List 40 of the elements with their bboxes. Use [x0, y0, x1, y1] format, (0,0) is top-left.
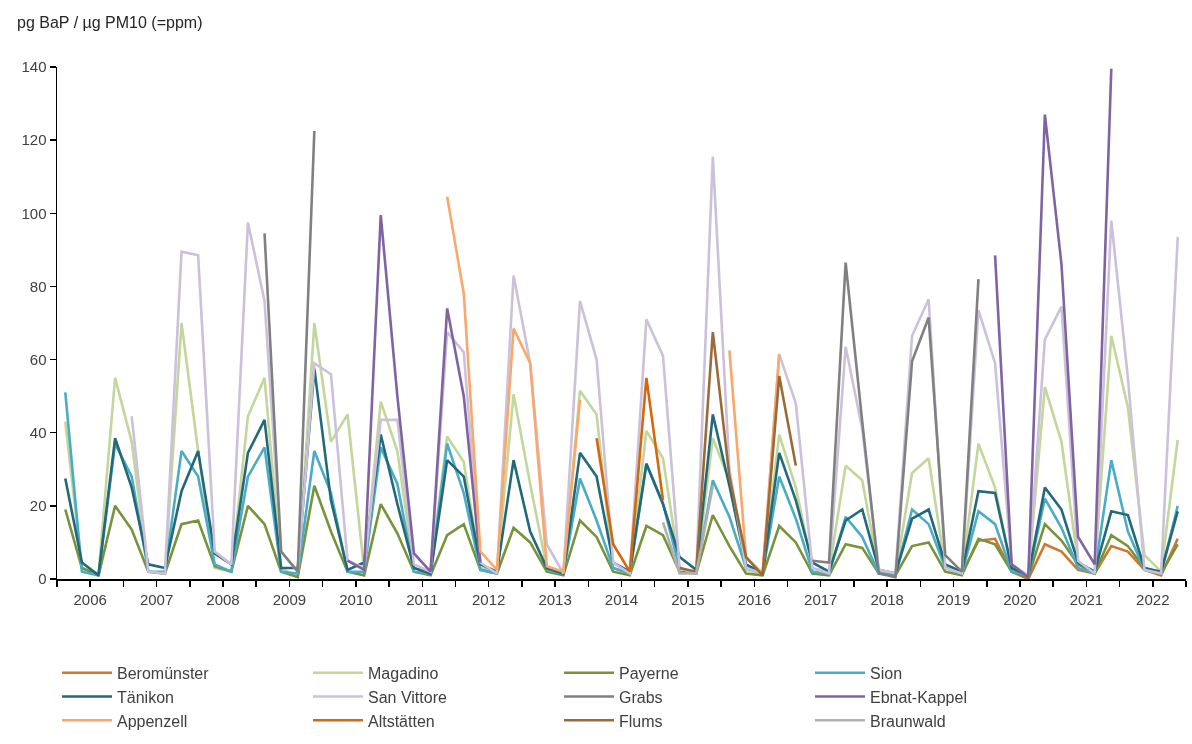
line-series [678, 330, 798, 577]
x-tick-label: 2010 [339, 590, 373, 608]
y-tick-label: 20 [29, 497, 47, 515]
legend-label: Flums [619, 712, 663, 730]
x-tick-label: 2017 [804, 590, 838, 608]
y-tick-label: 60 [29, 350, 47, 368]
x-tick-label: 2018 [870, 590, 904, 608]
x-tick-label: 2014 [604, 590, 639, 608]
y-axis-title: pg BaP / µg PM10 (=ppm) [17, 14, 203, 31]
y-tick-label: 80 [29, 277, 47, 295]
x-tick-label: 2016 [737, 590, 772, 608]
x-tick-label: 2019 [936, 590, 971, 608]
y-tick-label: 120 [21, 131, 47, 149]
legend-label: Sion [870, 664, 903, 682]
x-tick-label: 2012 [471, 590, 506, 608]
legend-label: Altstätten [368, 712, 435, 730]
x-tick-label: 2009 [272, 590, 307, 608]
y-tick-label: 100 [21, 204, 47, 222]
x-tick-label: 2022 [1136, 590, 1170, 608]
legend-label: Payerne [619, 664, 679, 682]
y-tick-label: 0 [38, 570, 47, 588]
x-tick-label: 2020 [1003, 590, 1037, 608]
y-tick-label: 140 [21, 58, 47, 76]
x-tick-label: 2006 [73, 590, 107, 608]
x-tick-label: 2013 [538, 590, 572, 608]
legend-label: Beromünster [117, 664, 210, 682]
x-tick-label: 2008 [206, 590, 240, 608]
legend-label: Braunwald [870, 712, 946, 730]
x-tick-label: 2007 [139, 590, 174, 608]
legend-label: Magadino [368, 664, 439, 682]
legend-label: Ebnat-Kappel [870, 688, 967, 706]
x-tick-label: 2021 [1069, 590, 1104, 608]
line-series [595, 376, 665, 573]
legend-label: Tänikon [117, 688, 174, 706]
legend-label: Grabs [619, 688, 663, 706]
x-tick-label: 2015 [671, 590, 705, 608]
legend-label: Appenzell [117, 712, 188, 730]
x-tick-label: 2011 [406, 590, 439, 608]
legend-label: San Vittore [368, 688, 447, 706]
y-tick-label: 40 [29, 423, 47, 441]
